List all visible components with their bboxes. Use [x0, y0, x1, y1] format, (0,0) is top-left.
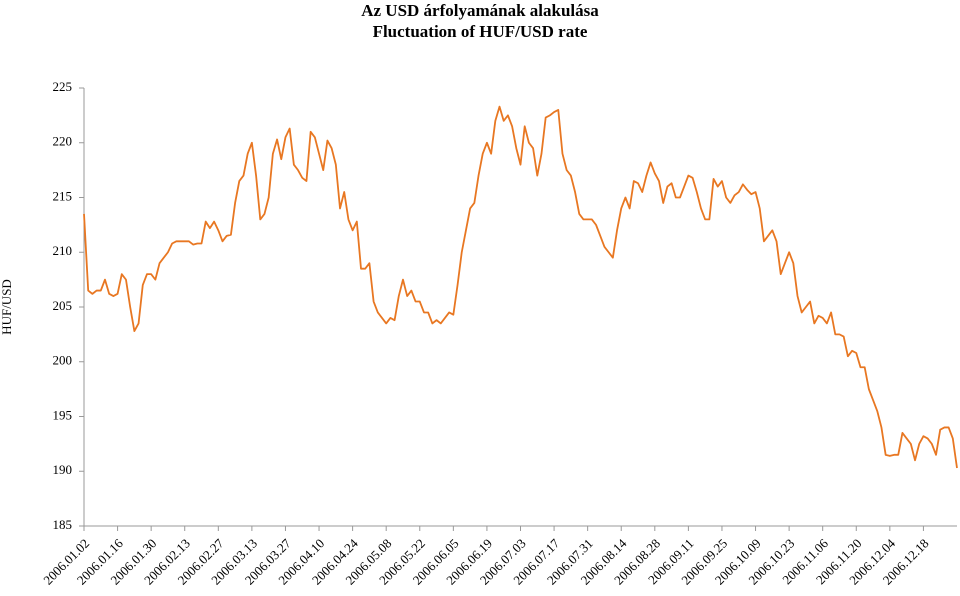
y-tick-label: 215	[53, 188, 73, 203]
y-tick-label: 220	[53, 134, 73, 149]
y-tick-label: 210	[53, 243, 73, 258]
y-tick-label: 200	[53, 353, 73, 368]
y-tick-label: 195	[53, 407, 73, 422]
data-line	[83, 105, 958, 469]
y-tick-label: 185	[53, 517, 73, 532]
y-tick-label: 205	[53, 298, 73, 313]
y-axis-label: HUF/USD	[0, 279, 14, 335]
y-tick-label: 225	[53, 79, 73, 94]
y-tick-label: 190	[53, 462, 73, 477]
chart-title: Az USD árfolyamának alakulása	[361, 1, 599, 20]
chart-subtitle: Fluctuation of HUF/USD rate	[373, 22, 588, 41]
